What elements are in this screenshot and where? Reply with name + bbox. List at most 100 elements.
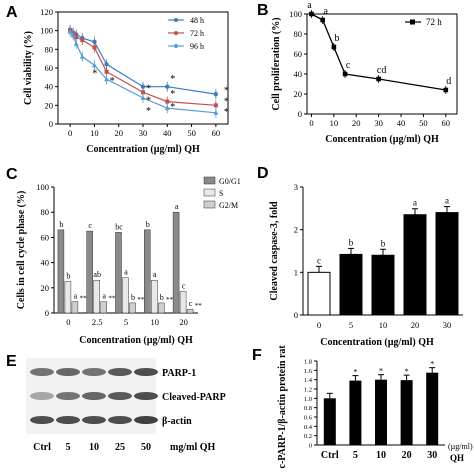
bar-letter-label: a <box>153 270 157 279</box>
significance-marker: * <box>146 106 151 117</box>
y-tick-label: 0.8 <box>304 405 312 412</box>
x-tick-label: 30 <box>374 118 383 128</box>
bar <box>144 229 151 314</box>
bar <box>371 254 395 316</box>
data-point <box>70 32 76 38</box>
y-tick-label: 60 <box>45 63 54 73</box>
significance-marker: * <box>353 368 357 377</box>
point-label: b <box>334 33 339 44</box>
bar <box>307 271 331 316</box>
y-axis-label: c-PARP-1/β-actin protein ratio <box>277 345 288 468</box>
y-tick-label: 0 <box>49 119 53 129</box>
y-tick-label: 0 <box>294 310 298 320</box>
y-tick-label: 0.6 <box>304 415 313 422</box>
y-tick-label: 120 <box>40 7 53 17</box>
data-point <box>165 99 170 104</box>
x-tick-label: 30 <box>139 128 148 138</box>
x-unit-label: (µg/ml) <box>448 442 473 451</box>
bar <box>57 229 65 314</box>
data-point <box>213 103 218 108</box>
data-point <box>443 87 449 93</box>
significance-marker: * <box>170 74 175 85</box>
significance-marker: * <box>110 76 115 87</box>
panel-label-a: A <box>6 4 18 21</box>
y-tick-label: 1 <box>294 267 298 277</box>
blot-band <box>134 392 158 400</box>
bar-letter-label: ab <box>93 270 101 279</box>
data-point <box>79 54 85 59</box>
x-axis-label: Concentration (µg/ml) QH <box>79 335 193 346</box>
bar <box>400 380 413 445</box>
y-tick-label: 2 <box>294 225 298 235</box>
y-tick-label: 100 <box>36 182 49 192</box>
legend-label: 96 h <box>190 42 204 51</box>
x-tick-label: 10 <box>151 317 160 327</box>
data-point <box>164 105 170 111</box>
data-point <box>104 69 109 74</box>
bar <box>129 302 136 314</box>
legend-label: 72 h <box>426 17 442 27</box>
data-point <box>331 44 337 50</box>
band-label: β-actin <box>162 416 192 427</box>
significance-marker: ** <box>137 296 145 304</box>
y-tick-label: 80 <box>41 207 50 217</box>
bar <box>435 212 459 316</box>
data-point <box>213 110 219 115</box>
chart-f: 0 0.2 0.4 0.6 0.8 1.0 1.2 1.4 1.6 1.8 Ctrl * 5 * 10 * 20… <box>277 345 473 468</box>
bar-letter-label: a <box>74 292 78 301</box>
blot-band <box>56 416 80 424</box>
data-point <box>74 35 79 40</box>
x-tick-label: 20 <box>411 320 420 330</box>
significance-marker: * <box>92 69 97 80</box>
band-label: Cleaved-PARP <box>162 392 226 403</box>
y-tick-label: 0 <box>309 443 312 450</box>
blot-band <box>30 416 54 424</box>
point-label: a <box>307 0 312 11</box>
bar-letter-label: a <box>445 196 449 206</box>
y-tick-label: 0.4 <box>304 424 313 431</box>
bar-letter-label: a <box>102 292 106 301</box>
x-tick-label: 60 <box>212 128 221 138</box>
x-tick-label: 30 <box>427 450 437 461</box>
panel-label-b: B <box>257 2 269 19</box>
bar-letter-label: b <box>146 220 150 229</box>
x-tick-label: 50 <box>419 118 428 128</box>
y-tick-label: 0.2 <box>304 433 312 440</box>
significance-marker: * <box>170 102 175 113</box>
y-tick-label: 80 <box>294 29 303 39</box>
bar <box>158 302 165 314</box>
panel-label-d: D <box>257 165 269 182</box>
significance-marker: ** <box>80 295 88 303</box>
bar-letter-label: c <box>182 282 186 291</box>
chart-d: 0 1 2 3 c 0 b 5 b 10 a 20 a 30 Concentration (µg/ml) Q… <box>269 182 463 348</box>
x-tick-label: 10 <box>90 128 99 138</box>
bar-letter-label: c <box>317 255 321 265</box>
y-tick-label: 80 <box>45 44 54 54</box>
y-tick-label: 20 <box>45 100 54 110</box>
data-point <box>80 38 85 42</box>
x-tick-label: 10 <box>379 320 388 330</box>
x-tick-label: 0 <box>309 118 313 128</box>
blot-band <box>134 368 158 376</box>
significance-marker: * <box>146 96 151 107</box>
data-point <box>104 76 110 82</box>
legend-label: G0/G1 <box>219 177 241 186</box>
y-tick-label: 1.8 <box>304 359 312 366</box>
y-axis-label: Cells in cell cycle phase (%) <box>16 191 27 310</box>
band-label: PARP-1 <box>162 368 196 379</box>
blot-band <box>30 392 54 400</box>
y-tick-label: 3 <box>294 182 298 192</box>
significance-marker: * <box>146 84 151 95</box>
bar <box>71 301 79 314</box>
x-tick-label: 20 <box>114 128 123 138</box>
data-point <box>92 45 97 50</box>
bar-letter-label: a <box>124 268 128 277</box>
x-tick-label: 10 <box>376 450 386 461</box>
bar-letter-label: b <box>66 272 70 281</box>
y-tick-label: 40 <box>41 258 50 268</box>
legend-marker <box>174 44 178 48</box>
bar <box>100 301 107 314</box>
y-tick-label: 20 <box>294 89 303 99</box>
